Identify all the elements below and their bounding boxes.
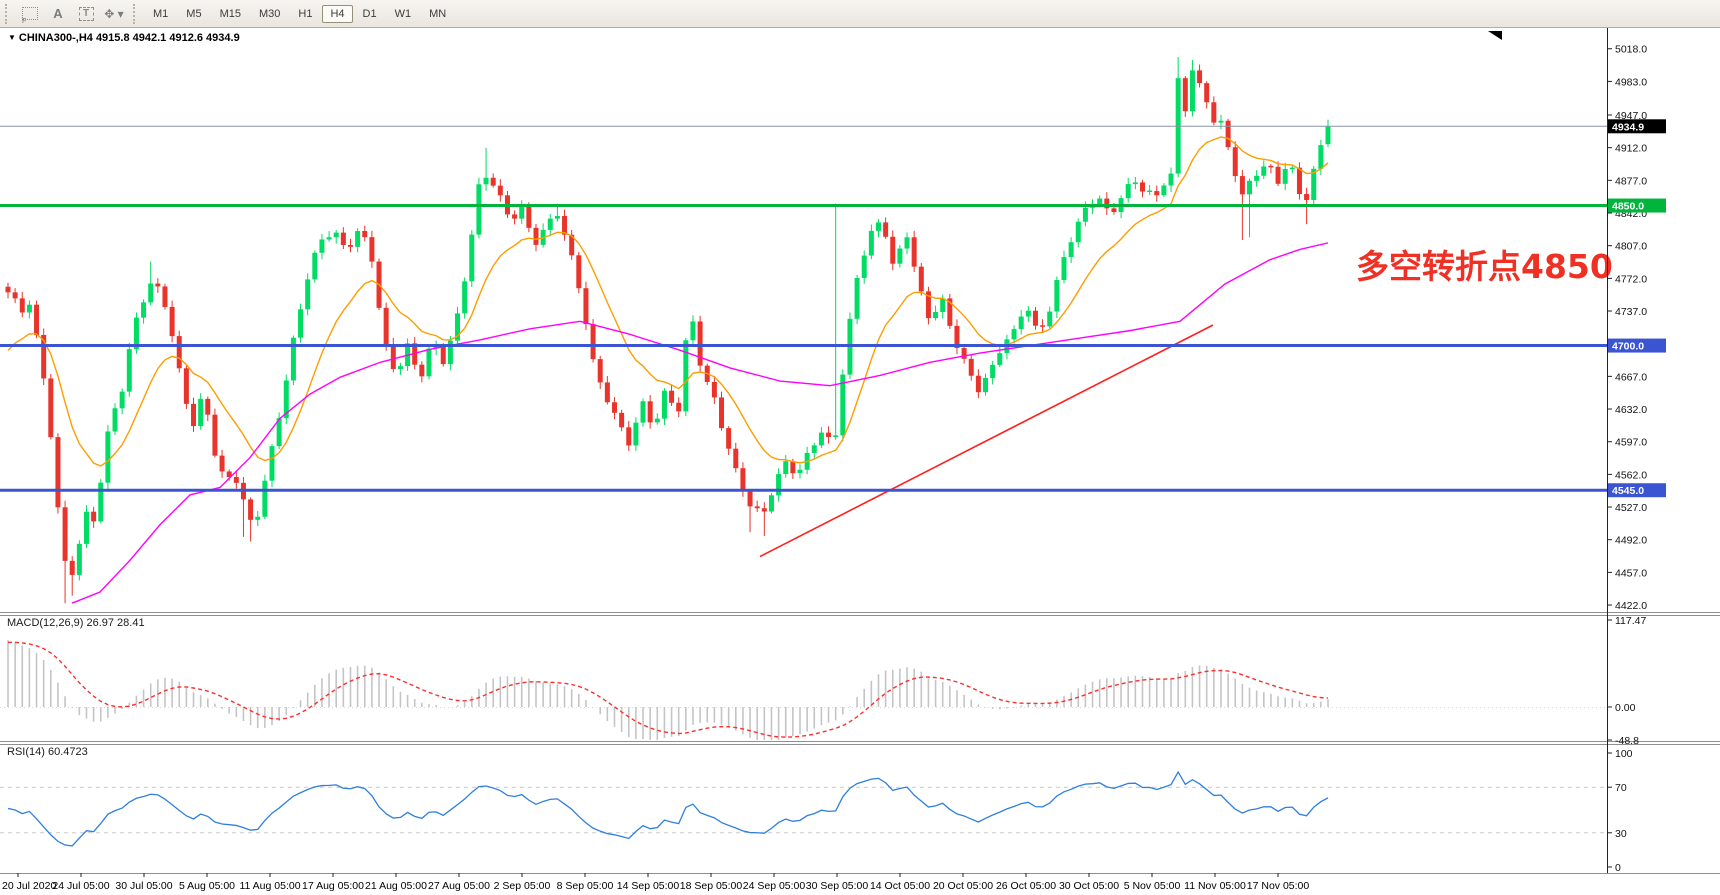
svg-text:4545.0: 4545.0 (1612, 485, 1644, 497)
indicator-window-icon[interactable]: F (17, 2, 43, 26)
svg-text:26 Oct 05:00: 26 Oct 05:00 (996, 880, 1056, 892)
price-axis[interactable]: 5018.04983.04947.04912.04877.04842.04807… (1607, 28, 1666, 874)
svg-text:4807.0: 4807.0 (1615, 241, 1647, 253)
svg-text:4772.0: 4772.0 (1615, 273, 1647, 285)
chart-title-text: CHINA300-,H4 4915.8 4942.1 4912.6 4934.9 (18, 32, 240, 44)
rsi-panel[interactable] (0, 770, 1607, 847)
svg-text:18 Sep 05:00: 18 Sep 05:00 (680, 880, 743, 892)
svg-text:27 Aug 05:00: 27 Aug 05:00 (428, 880, 490, 892)
svg-text:-48.8: -48.8 (1615, 735, 1639, 747)
svg-text:4562.0: 4562.0 (1615, 469, 1647, 481)
svg-text:117.47: 117.47 (1615, 615, 1646, 627)
rsi-line (7, 770, 1329, 847)
svg-text:4737.0: 4737.0 (1615, 306, 1647, 318)
macd-signal-line (7, 641, 1329, 738)
svg-text:4632.0: 4632.0 (1615, 404, 1647, 416)
svg-text:11 Nov 05:00: 11 Nov 05:00 (1184, 880, 1246, 892)
svg-text:8 Sep 05:00: 8 Sep 05:00 (557, 880, 614, 892)
svg-text:70: 70 (1615, 782, 1627, 794)
svg-text:4422.0: 4422.0 (1615, 600, 1647, 612)
svg-text:4934.9: 4934.9 (1612, 121, 1644, 133)
svg-text:4983.0: 4983.0 (1615, 76, 1647, 88)
svg-text:17 Aug 05:00: 17 Aug 05:00 (302, 880, 364, 892)
toolbar-grip[interactable] (5, 3, 11, 24)
ma-fast-line[interactable] (7, 136, 1329, 467)
svg-text:4457.0: 4457.0 (1615, 567, 1647, 579)
svg-text:30: 30 (1615, 828, 1627, 840)
symbol-dropdown-icon[interactable]: ▼ (8, 33, 16, 42)
price-tag-4700.0 (1608, 338, 1666, 353)
svg-text:5 Aug 05:00: 5 Aug 05:00 (179, 880, 235, 892)
chart-title: ▼ CHINA300-,H4 4915.8 4942.1 4912.6 4934.… (8, 32, 240, 44)
price-tag-4545.0 (1608, 483, 1666, 498)
timeframe-button-h1[interactable]: H1 (298, 7, 313, 20)
svg-text:4667.0: 4667.0 (1615, 371, 1647, 383)
svg-text:14 Oct 05:00: 14 Oct 05:00 (870, 880, 930, 892)
timeframe-button-w1[interactable]: W1 (394, 7, 412, 20)
svg-text:24 Sep 05:00: 24 Sep 05:00 (743, 880, 806, 892)
macd-panel[interactable] (0, 640, 1607, 740)
svg-text:30 Jul 05:00: 30 Jul 05:00 (115, 880, 172, 892)
chart-shift-icon[interactable] (1488, 31, 1502, 40)
price-tag-4850.0 (1608, 198, 1666, 213)
timeframe-button-m1[interactable]: M1 (153, 7, 169, 20)
toolbar-grip-2[interactable] (133, 3, 139, 24)
trendline[interactable] (759, 324, 1214, 558)
rsi-indicator-label: RSI(14) 60.4723 (7, 746, 88, 758)
text-label-icon[interactable]: A (53, 6, 63, 21)
svg-text:5 Nov 05:00: 5 Nov 05:00 (1124, 880, 1181, 892)
svg-text:17 Nov 05:00: 17 Nov 05:00 (1247, 880, 1310, 892)
svg-text:5018.0: 5018.0 (1615, 44, 1647, 56)
timeframe-buttons-group: M1 M5 M15 M30 H1 H4 D1 W1 MN (144, 4, 455, 23)
timeframe-button-m30[interactable]: M30 (258, 7, 281, 20)
candlestick-series (5, 57, 1331, 604)
price-annotation-text: 多空转折点4850 (1356, 247, 1613, 286)
svg-text:4947.0: 4947.0 (1615, 110, 1647, 122)
svg-text:0.00: 0.00 (1615, 702, 1636, 714)
svg-text:4912.0: 4912.0 (1615, 143, 1647, 155)
svg-text:30 Sep 05:00: 30 Sep 05:00 (806, 880, 869, 892)
timeframe-button-m5[interactable]: M5 (186, 7, 202, 20)
svg-text:4877.0: 4877.0 (1615, 175, 1647, 187)
svg-text:4597.0: 4597.0 (1615, 437, 1647, 449)
arrow-objects-icon[interactable]: ✥ ▾ (104, 6, 124, 21)
svg-text:20 Jul 2020: 20 Jul 2020 (2, 880, 56, 892)
svg-text:20 Oct 05:00: 20 Oct 05:00 (933, 880, 993, 892)
main-chart-plot[interactable] (5, 57, 1331, 604)
macd-indicator-label: MACD(12,26,9) 26.97 28.41 (7, 617, 145, 629)
chart-canvas[interactable]: 5018.04983.04947.04912.04877.04842.04807… (0, 28, 1720, 895)
timeframe-button-h4[interactable]: H4 (322, 4, 353, 23)
svg-text:14 Sep 05:00: 14 Sep 05:00 (617, 880, 680, 892)
price-tag-4934.9 (1608, 119, 1666, 134)
chart-toolbar: F A T ✥ ▾ M1 M5 M15 M30 H1 H4 D1 W1 MN (0, 0, 1720, 28)
timeframe-button-mn[interactable]: MN (429, 7, 447, 20)
svg-text:4527.0: 4527.0 (1615, 502, 1647, 514)
svg-text:11 Aug 05:00: 11 Aug 05:00 (239, 880, 300, 892)
timeframe-button-m15[interactable]: M15 (219, 7, 241, 20)
ma-slow-line[interactable] (71, 242, 1329, 604)
svg-text:100: 100 (1615, 748, 1633, 760)
svg-text:4492.0: 4492.0 (1615, 535, 1647, 547)
drawing-tools-group: F A T ✥ ▾ (16, 2, 128, 26)
text-box-icon[interactable]: T (73, 2, 99, 26)
svg-text:4700.0: 4700.0 (1612, 341, 1644, 353)
svg-text:21 Aug 05:00: 21 Aug 05:00 (365, 880, 427, 892)
svg-text:30 Oct 05:00: 30 Oct 05:00 (1059, 880, 1119, 892)
svg-text:2 Sep 05:00: 2 Sep 05:00 (494, 880, 551, 892)
timeframe-button-d1[interactable]: D1 (362, 7, 377, 20)
svg-text:0: 0 (1615, 862, 1621, 874)
svg-text:24 Jul 05:00: 24 Jul 05:00 (52, 880, 109, 892)
svg-text:4850.0: 4850.0 (1612, 201, 1644, 213)
